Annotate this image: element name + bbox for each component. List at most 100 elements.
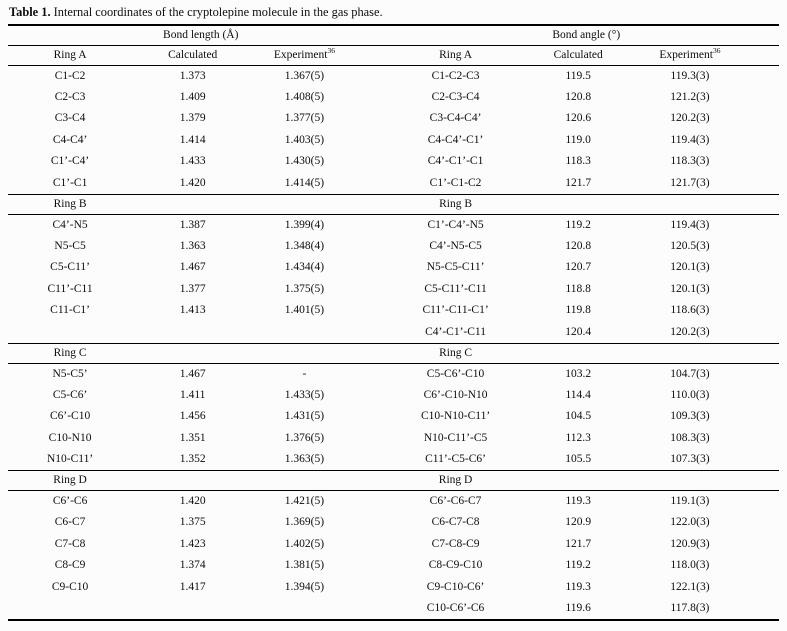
- table-cell: 103.2: [565, 367, 592, 380]
- table-cell: 1.348(4): [284, 239, 325, 252]
- table-cell: 119.3: [565, 580, 591, 593]
- experiment-label: Experiment: [659, 48, 713, 61]
- table-cell: C9-C10-C6’: [426, 580, 485, 593]
- table-row: C10-C6’-C6 119.6 117.8(3): [8, 598, 779, 620]
- table-cell: C11’-C11-C1’: [422, 304, 489, 317]
- table-cell: 1.352: [179, 453, 206, 465]
- table-cell: 1.387: [179, 218, 206, 231]
- empty-cell: [120, 342, 246, 364]
- table-cell: C1’-C4’-N5: [427, 218, 484, 231]
- table-cell: 119.2: [565, 218, 591, 231]
- table-row: C11-C1’ 1.413 1.401(5) C11’-C11-C1’ 119.8 118…: [8, 300, 779, 322]
- table-cell: 1.376(5): [284, 431, 325, 444]
- col-header-calculated-angle: Calculated: [505, 45, 631, 66]
- table-cell: 120.1(3): [670, 261, 710, 274]
- table-cell: 122.1(3): [670, 580, 710, 593]
- table-cell: 1.433(5): [284, 388, 325, 401]
- section-header-cell: Ring B: [393, 193, 506, 215]
- empty-cell: [120, 193, 246, 215]
- table-row: C1’-C1 1.420 1.414(5) C1’-C1-C2 121.7 121.7(3…: [8, 173, 779, 195]
- table-cell: 120.5(3): [670, 239, 710, 252]
- table-cell: 1.363(5): [284, 453, 325, 465]
- table-cell: 119.1(3): [670, 495, 710, 507]
- table-cell: C1’-C4’: [50, 155, 90, 168]
- table-row: C3-C4 1.379 1.377(5) C3-C4-C4’ 120.6 120.2(3): [8, 108, 779, 130]
- table-cell: 118.0(3): [670, 559, 710, 572]
- table-cell: 1.431(5): [284, 410, 325, 423]
- table-cell: 1.377(5): [284, 112, 325, 125]
- table-cell: 107.3(3): [670, 453, 710, 465]
- table-cell: N5-C5’: [52, 367, 88, 380]
- empty-cell: [120, 322, 245, 344]
- table-cell: 114.4: [565, 388, 591, 401]
- col-header-experiment-angle: Experiment36: [630, 45, 779, 66]
- table-cell: N10-C11’-C5: [423, 431, 488, 444]
- section-header-cell: Ring C: [393, 342, 506, 364]
- table-cell: C5-C11’-C11: [424, 282, 487, 295]
- table-cell: -: [302, 367, 307, 380]
- section-header-cell: Ring D: [8, 470, 121, 491]
- table-cell: 1.367(5): [284, 69, 325, 82]
- table-cell: C10-N10-C11’: [420, 410, 491, 423]
- table-cell: C4’-N5: [52, 218, 88, 231]
- table-cell: 108.3(3): [670, 431, 710, 444]
- table-cell: C4-C4’-C1’: [427, 133, 484, 146]
- experiment-reference-superscript: 36: [327, 45, 335, 55]
- table-cell: 1.375: [179, 516, 206, 529]
- table-cell: C10-C6’-C6: [426, 601, 485, 614]
- table-cell: 121.7(3): [670, 176, 710, 189]
- table-cell: 1.408(5): [284, 90, 325, 103]
- table-cell: 121.7: [565, 537, 592, 550]
- table-cell: C4’-C1’-C1: [427, 155, 484, 168]
- table-cell: 1.467: [179, 261, 206, 274]
- section-header-row: Ring B Ring B: [8, 193, 779, 215]
- table-cell: C5-C6’-C10: [426, 367, 485, 380]
- table-row: C7-C8 1.423 1.402(5) C7-C8-C9 121.7 120.9(3): [8, 534, 779, 556]
- table-cell: C3-C4: [54, 112, 86, 125]
- table-cell: 1.434(4): [284, 261, 325, 274]
- table-cell: 120.1(3): [670, 282, 710, 295]
- table-row: C5-C11’ 1.467 1.434(4) N5-C5-C11’ 120.7 120.1…: [8, 257, 779, 279]
- table-cell: 1.414: [179, 133, 206, 146]
- table-cell: 1.417: [179, 580, 206, 593]
- table-cell: 1.374: [179, 559, 206, 572]
- table-cell: 1.394(5): [284, 580, 325, 593]
- table-row: C10-N10 1.351 1.376(5) N10-C11’-C5 112.3 108.…: [8, 428, 779, 450]
- table-cell: C10-N10: [48, 431, 92, 444]
- col-header-ring-a-angle: Ring A: [393, 45, 506, 66]
- table-cell: C9-C10: [51, 580, 89, 593]
- table-row: C9-C10 1.417 1.394(5) C9-C10-C6’ 119.3 122.1(…: [8, 577, 779, 599]
- experiment-reference-superscript: 36: [712, 45, 721, 55]
- empty-cell: [8, 322, 120, 344]
- table-cell: 120.8: [565, 90, 592, 103]
- section-header-row: Ring D Ring D: [8, 470, 779, 491]
- table-cell: 119.6: [565, 601, 591, 614]
- table-cell: C11’-C11: [47, 282, 93, 295]
- table-cell: 119.2: [565, 559, 591, 572]
- table-cell: 118.8: [565, 282, 591, 295]
- group-header-bond-length: Bond length (Å): [8, 25, 394, 46]
- table-cell: 1.363: [179, 239, 206, 252]
- table-cell: 118.3: [565, 155, 591, 168]
- table-cell: 120.7: [565, 261, 592, 274]
- table-cell: 105.5: [565, 453, 592, 465]
- table-cell: C1’-C1-C2: [429, 176, 482, 189]
- table-cell: 110.0(3): [670, 388, 710, 401]
- empty-cell: [8, 598, 120, 620]
- table-cell: 119.8: [565, 304, 591, 317]
- table-cell: 1.433: [179, 155, 206, 168]
- table-cell: 1.381(5): [284, 559, 325, 572]
- table-cell: 1.379: [179, 112, 206, 125]
- table-cell: C11-C1’: [50, 304, 90, 317]
- table-cell: C7-C8: [54, 537, 86, 550]
- empty-cell: [245, 193, 394, 215]
- table-cell: C8-C9-C10: [428, 559, 483, 572]
- table-cell: C4’-C1’-C11: [425, 325, 486, 338]
- table-cell: 1.430(5): [284, 155, 325, 168]
- experiment-label: Experiment: [273, 48, 328, 61]
- empty-cell: [505, 342, 631, 364]
- table-cell: 104.7(3): [670, 367, 710, 380]
- table-cell: 1.411: [179, 388, 206, 401]
- table-cell: 118.6(3): [670, 304, 710, 317]
- table-row: C1-C2 1.373 1.367(5) C1-C2-C3 119.5 119.3(3): [8, 65, 779, 87]
